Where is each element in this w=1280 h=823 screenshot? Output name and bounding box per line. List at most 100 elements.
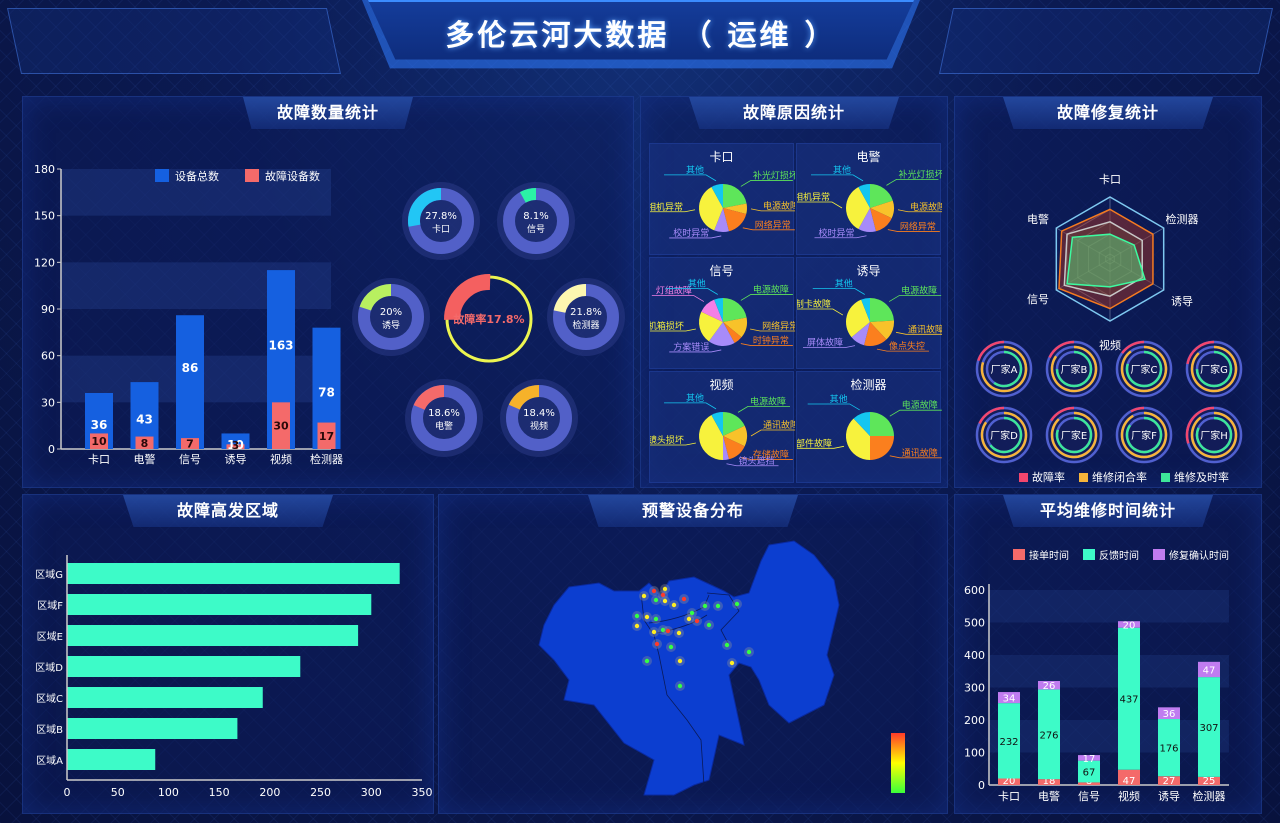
pie-title: 电警 (856, 150, 881, 164)
pie-title: 检测器 (850, 378, 887, 392)
vendor-ring-charts[interactable]: 厂家A 厂家B 厂家C 厂家G 厂家D 厂家E 厂家F 厂家H (955, 333, 1263, 473)
svg-text:17: 17 (319, 430, 334, 443)
fault-rate-ring: 27.8%卡口 (402, 182, 480, 260)
pie-title: 诱导 (856, 264, 881, 278)
warning-dots[interactable] (632, 584, 754, 691)
x-tick: 200 (259, 786, 280, 799)
x-tick: 卡口 (998, 790, 1020, 803)
vendor-ring: 厂家C (1115, 340, 1173, 398)
legend-label: 维修及时率 (1174, 471, 1229, 484)
repair-time-stacked-bar-chart[interactable]: 01002003004005006002023234卡口1827626电警867… (955, 525, 1263, 815)
radar-series (1066, 233, 1146, 288)
svg-text:163: 163 (268, 339, 293, 353)
fault-cause-pie[interactable]: 信号 电源故障 网络异常 时钟异常 方案错误 机箱损坏 灯组故障 其他 (643, 257, 803, 369)
legend-label: 故障率 (1032, 471, 1065, 484)
stack-segment (1038, 689, 1060, 780)
fault-cause-pie[interactable]: 卡口 补光灯损坏 电源故障 网络异常 校时异常 相机异常 其他 (643, 143, 803, 255)
vendor-ring: 厂家H (1185, 406, 1243, 464)
svg-text:10: 10 (227, 438, 244, 452)
svg-text:部件故障: 部件故障 (797, 437, 832, 449)
y-tick: 30 (41, 396, 55, 409)
x-tick: 250 (310, 786, 331, 799)
svg-text:厂家D: 厂家D (990, 429, 1018, 442)
svg-text:其他: 其他 (686, 392, 704, 404)
svg-text:43: 43 (136, 413, 153, 427)
svg-text:10: 10 (91, 435, 107, 448)
svg-text:视频: 视频 (530, 420, 548, 432)
fault-rate-ring: 8.1%信号 (497, 182, 575, 260)
svg-text:437: 437 (1119, 695, 1138, 706)
svg-text:20: 20 (1003, 776, 1016, 787)
panel-fault-area: 故障高发区域 区域G 区域F 区域E 区域D 区域C 区域B 区域A 0 50 100 150 200… (22, 494, 434, 814)
page-title: 多伦云河大数据 （ 运维 ） (445, 18, 837, 52)
legend-swatch-fault (1019, 472, 1028, 482)
svg-text:3: 3 (232, 439, 240, 452)
x-tick: 信号 (179, 453, 201, 466)
svg-text:8: 8 (141, 437, 149, 450)
warning-device-map[interactable] (439, 495, 949, 815)
header: 多伦云河大数据 （ 运维 ） (0, 0, 1280, 90)
pie-title: 视频 (709, 378, 734, 392)
map-region (538, 540, 840, 796)
svg-text:校时异常: 校时异常 (818, 227, 854, 239)
svg-text:检测器: 检测器 (572, 319, 599, 331)
stack-segment (1078, 782, 1100, 785)
y-tick: 区域G (35, 568, 63, 581)
panel-title: 故障原因统计 (689, 97, 899, 129)
svg-text:镜头遮挡: 镜头遮挡 (739, 455, 775, 467)
svg-text:镜头损坏: 镜头损坏 (650, 434, 684, 446)
fault-count-bar-chart[interactable]: 03060901201501803610卡口438电警867信号103诱导163… (23, 159, 343, 469)
panel-fault-cause: 故障原因统计 卡口 补光灯损坏 电源故障 网络异常 校时异常 相机异常 其他 电警 补光灯损坏电… (640, 96, 950, 488)
svg-text:20: 20 (1123, 620, 1136, 631)
fault-rate-ring: 18.4%视频 (500, 379, 578, 457)
svg-text:232: 232 (999, 737, 1018, 748)
y-tick: 区域F (37, 599, 63, 612)
svg-text:176: 176 (1159, 744, 1178, 755)
fault-cause-pie[interactable]: 电警 补光灯损坏 电源故障 网络异常 校时异常 相机异常 其他 (790, 143, 950, 255)
x-tick: 350 (412, 786, 433, 799)
fault-area-bar-chart[interactable]: 区域G 区域F 区域E 区域D 区域C 区域B 区域A 0 50 100 150 200 250 300 3… (23, 515, 435, 815)
radar-label: 诱导 (1171, 295, 1193, 308)
svg-text:27: 27 (1163, 776, 1176, 787)
svg-text:厂家A: 厂家A (991, 363, 1018, 376)
svg-text:78: 78 (318, 385, 335, 399)
fault-cause-pie[interactable]: 视频 电源故障 通讯故障 存储故障 镜头遮挡 镜头损坏 其他 (643, 371, 803, 483)
panel-title: 故障修复统计 (1003, 97, 1213, 129)
stack-segment (1038, 681, 1060, 690)
x-tick: 100 (158, 786, 179, 799)
area-bar (67, 594, 372, 615)
area-bar (67, 687, 263, 708)
stack-segment (1198, 776, 1220, 785)
svg-text:像点失控: 像点失控 (889, 340, 925, 352)
vendor-ring: 厂家D (975, 406, 1033, 464)
fault-cause-pie[interactable]: 检测器 电源故障 通讯故障 部件故障 其他 (791, 371, 942, 483)
svg-text:18.6%: 18.6% (428, 408, 460, 419)
panel-title: 故障高发区域 (123, 495, 333, 527)
panel-title: 平均维修时间统计 (1003, 495, 1213, 527)
svg-text:其他: 其他 (688, 277, 706, 289)
fault-rate-rings[interactable]: 27.8%卡口8.1%信号20%诱导21.8%检测器18.6%电警18.4%视频… (341, 171, 631, 471)
y-tick: 300 (964, 682, 985, 695)
area-bar (67, 563, 400, 584)
legend-label: 修复确认时间 (1169, 549, 1229, 562)
svg-text:网络异常: 网络异常 (755, 219, 791, 231)
stack-segment (998, 703, 1020, 779)
stack-segment (1158, 707, 1180, 720)
svg-text:其他: 其他 (686, 164, 704, 176)
x-tick: 信号 (1078, 790, 1100, 803)
legend-label: 维修闭合率 (1092, 471, 1147, 484)
svg-text:厂家E: 厂家E (1061, 429, 1087, 442)
legend-swatch-close (1079, 472, 1088, 482)
y-tick: 180 (34, 163, 55, 176)
svg-text:电源故障: 电源故障 (902, 399, 938, 411)
y-tick: 600 (964, 584, 985, 597)
stack-segment (998, 778, 1020, 785)
bar-fault (181, 438, 199, 449)
svg-text:47: 47 (1203, 665, 1216, 676)
svg-text:47: 47 (1123, 776, 1136, 787)
y-tick: 90 (41, 303, 55, 316)
svg-text:网络异常: 网络异常 (900, 221, 936, 233)
svg-text:17: 17 (1083, 754, 1096, 765)
